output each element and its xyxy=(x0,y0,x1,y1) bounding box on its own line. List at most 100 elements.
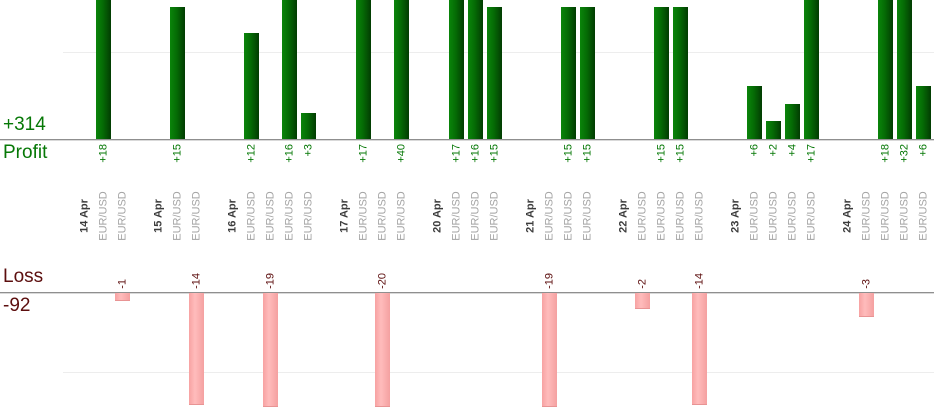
loss-bar xyxy=(263,293,278,407)
loss-axis-label: Loss xyxy=(3,266,44,287)
symbol-label: EUR/USD xyxy=(898,191,910,241)
profit-bar xyxy=(301,113,316,139)
trade-column: +15 EUR/USD xyxy=(578,0,597,420)
profit-total: +314 xyxy=(3,114,46,135)
profit-value-label: +18 xyxy=(97,144,109,163)
loss-bar xyxy=(115,293,130,301)
trade-column: +4 EUR/USD xyxy=(783,0,802,420)
date-label: 22 Apr xyxy=(617,199,630,233)
trade-column: +16 EUR/USD xyxy=(466,0,485,420)
profit-axis-line-shadow xyxy=(0,140,934,141)
profit-axis-label: Profit xyxy=(3,142,48,163)
trade-column: -19 EUR/USD xyxy=(540,0,559,420)
date-label: 20 Apr xyxy=(431,199,444,233)
profit-value-label: +6 xyxy=(748,144,760,157)
date-group: 16 Apr +12 EUR/USD -19 EUR/USD +16 EUR/USD +3 EU… xyxy=(224,0,318,420)
profit-bar xyxy=(449,0,464,139)
date-label: 24 Apr xyxy=(841,199,854,233)
symbol-label: EUR/USD xyxy=(190,191,202,241)
date-label: 17 Apr xyxy=(338,199,351,233)
trade-column: +12 EUR/USD xyxy=(242,0,261,420)
profit-value-label: +17 xyxy=(450,144,462,163)
date-column: 21 Apr xyxy=(522,0,540,420)
profit-bar xyxy=(785,104,800,139)
profit-value-label: +15 xyxy=(562,144,574,163)
profit-bar xyxy=(487,7,502,139)
profit-bar xyxy=(766,121,781,139)
symbol-label: EUR/USD xyxy=(376,191,388,241)
date-group: 15 Apr +15 EUR/USD -14 EUR/USD xyxy=(150,0,206,420)
date-column: 14 Apr xyxy=(76,0,94,420)
date-group: 17 Apr +17 EUR/USD -20 EUR/USD +40 EUR/USD xyxy=(336,0,411,420)
symbol-label: EUR/USD xyxy=(264,191,276,241)
date-label: 16 Apr xyxy=(226,199,239,233)
profit-bar xyxy=(244,33,259,139)
profit-value-label: +16 xyxy=(469,144,481,163)
loss-value-label: -3 xyxy=(860,279,872,289)
profit-value-label: +15 xyxy=(581,144,593,163)
symbol-label: EUR/USD xyxy=(469,191,481,241)
profit-bar xyxy=(96,0,111,139)
profit-value-label: +15 xyxy=(488,144,500,163)
trade-column: +6 EUR/USD xyxy=(914,0,933,420)
profit-bar xyxy=(878,0,893,139)
profit-value-label: +3 xyxy=(302,144,314,157)
profit-value-label: +32 xyxy=(898,144,910,163)
date-group: 22 Apr -2 EUR/USD +15 EUR/USD +15 EUR/USD -14 EU… xyxy=(615,0,709,420)
profit-bar xyxy=(356,0,371,139)
trade-column: -19 EUR/USD xyxy=(261,0,280,420)
profit-bar xyxy=(561,7,576,139)
trade-column: -14 EUR/USD xyxy=(187,0,206,420)
trade-column: +40 EUR/USD xyxy=(392,0,411,420)
date-group: 20 Apr +17 EUR/USD +16 EUR/USD +15 EUR/USD xyxy=(429,0,504,420)
symbol-label: EUR/USD xyxy=(562,191,574,241)
profit-value-label: +15 xyxy=(674,144,686,163)
trade-column: +15 EUR/USD xyxy=(168,0,187,420)
profit-bar xyxy=(916,86,931,139)
profit-value-label: +2 xyxy=(767,144,779,157)
profit-bar xyxy=(804,0,819,139)
loss-bar xyxy=(542,293,557,407)
trade-column: +17 EUR/USD xyxy=(447,0,466,420)
loss-value-label: -19 xyxy=(543,273,555,289)
date-group: 21 Apr -19 EUR/USD +15 EUR/USD +15 EUR/USD xyxy=(522,0,597,420)
symbol-label: EUR/USD xyxy=(636,191,648,241)
profit-value-label: +4 xyxy=(786,144,798,157)
symbol-label: EUR/USD xyxy=(97,191,109,241)
date-column: 15 Apr xyxy=(150,0,168,420)
loss-gridline xyxy=(63,372,934,373)
symbol-label: EUR/USD xyxy=(171,191,183,241)
loss-value-label: -20 xyxy=(376,273,388,289)
loss-axis-line xyxy=(0,292,934,293)
trade-column: -1 EUR/USD xyxy=(113,0,132,420)
symbol-label: EUR/USD xyxy=(674,191,686,241)
date-label: 15 Apr xyxy=(152,199,165,233)
loss-bar xyxy=(189,293,204,405)
date-column: 20 Apr xyxy=(429,0,447,420)
symbol-label: EUR/USD xyxy=(283,191,295,241)
profit-bar xyxy=(747,86,762,139)
date-label: 21 Apr xyxy=(524,199,537,233)
profit-bar xyxy=(468,0,483,139)
trade-column: +18 EUR/USD xyxy=(876,0,895,420)
date-column: 17 Apr xyxy=(336,0,354,420)
loss-value-label: -19 xyxy=(264,273,276,289)
date-label: 14 Apr xyxy=(78,199,91,233)
profit-bar xyxy=(580,7,595,139)
symbol-label: EUR/USD xyxy=(357,191,369,241)
symbol-label: EUR/USD xyxy=(488,191,500,241)
trade-column: +15 EUR/USD xyxy=(652,0,671,420)
trade-column: -20 EUR/USD xyxy=(373,0,392,420)
trade-column: +15 EUR/USD xyxy=(485,0,504,420)
date-column: 16 Apr xyxy=(224,0,242,420)
loss-value-label: -14 xyxy=(693,273,705,289)
trade-column: +17 EUR/USD xyxy=(354,0,373,420)
profit-bar xyxy=(170,7,185,139)
trade-column: -14 EUR/USD xyxy=(690,0,709,420)
profit-value-label: +6 xyxy=(917,144,929,157)
profit-value-label: +18 xyxy=(879,144,891,163)
symbol-label: EUR/USD xyxy=(860,191,872,241)
symbol-label: EUR/USD xyxy=(302,191,314,241)
trade-column: +2 EUR/USD xyxy=(764,0,783,420)
